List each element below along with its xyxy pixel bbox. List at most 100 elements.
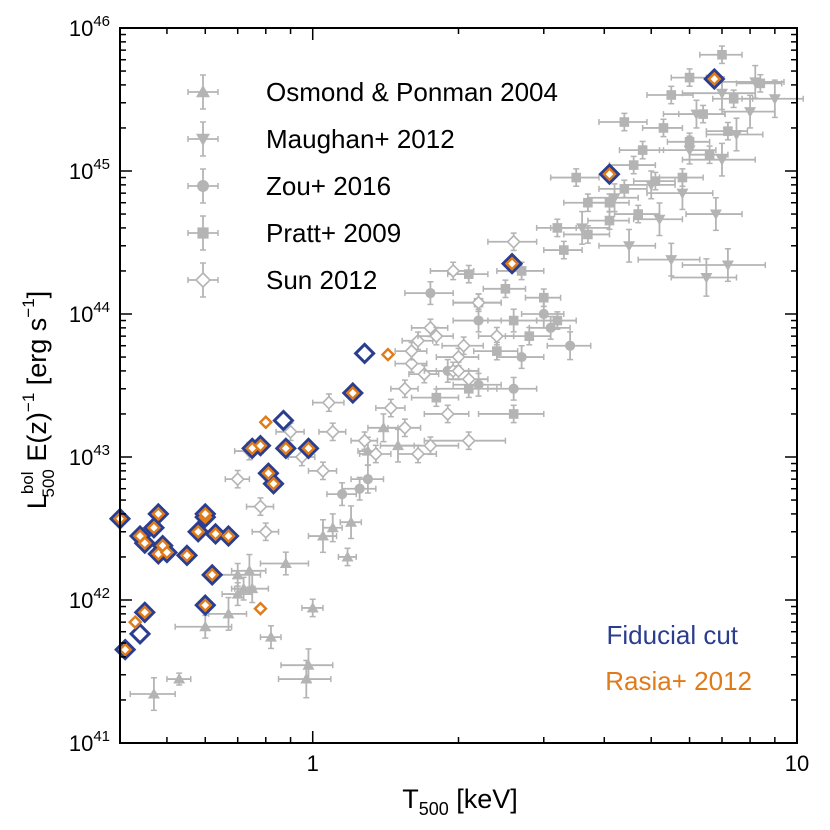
data-point — [723, 126, 733, 136]
y-axis-label: Lbol 500 E(z)−1 [erg s−1] — [18, 291, 58, 509]
series-4 — [224, 232, 538, 542]
data-point — [516, 266, 527, 276]
fiducial-point — [133, 601, 156, 624]
data-point — [345, 516, 358, 527]
data-point — [410, 333, 426, 348]
data-point — [730, 129, 743, 141]
data-point — [721, 260, 734, 272]
rasia-point — [137, 535, 152, 551]
data-point — [321, 395, 337, 410]
rasia-point — [198, 506, 213, 522]
data-point — [677, 172, 688, 183]
data-point — [538, 308, 549, 320]
data-point — [538, 292, 549, 303]
y-tick-label: 1045 — [69, 156, 110, 184]
data-point — [650, 176, 661, 186]
data-point — [283, 424, 298, 439]
data-point — [377, 421, 390, 433]
rasia-point — [380, 347, 396, 362]
rasia-point — [137, 605, 152, 620]
series-3 — [410, 45, 783, 424]
data-point — [698, 109, 708, 119]
rasia-point — [146, 520, 162, 535]
y-tick-label: 1044 — [69, 299, 110, 327]
data-point — [633, 209, 644, 219]
highlight-layer — [108, 67, 726, 661]
fiducial-point — [262, 472, 285, 495]
fiducial-point — [194, 594, 217, 617]
y-tick-label: 1042 — [69, 585, 110, 613]
data-point — [456, 338, 471, 353]
data-point — [676, 188, 689, 200]
rasia-point — [204, 567, 220, 583]
rasia-point — [190, 524, 206, 539]
legend-label: Pratt+ 2009 — [266, 218, 401, 248]
rasia-points — [112, 71, 722, 657]
fiducial-point — [142, 516, 166, 539]
legend-item: Sun 2012 — [187, 262, 377, 298]
data-point — [559, 245, 569, 255]
legend-label: Zou+ 2016 — [266, 171, 391, 201]
data-point — [500, 284, 511, 294]
annotation-fiducial-cut: Fiducial cut — [607, 620, 739, 650]
data-point — [315, 463, 331, 478]
rasia-point — [179, 548, 195, 563]
data-point — [684, 137, 695, 147]
data-point — [306, 601, 319, 613]
data-point — [768, 94, 781, 105]
fiducial-point — [187, 520, 210, 543]
rasia-point — [301, 441, 316, 456]
data-point — [709, 209, 722, 221]
data-point — [604, 215, 615, 226]
fiducial-point — [204, 522, 227, 545]
data-point — [665, 255, 678, 266]
data-point — [246, 582, 259, 594]
data-point — [461, 433, 476, 448]
data-point — [583, 197, 593, 208]
fiducial-point — [272, 409, 295, 432]
data-point — [354, 483, 365, 494]
data-point — [440, 406, 455, 422]
axes-layer: 1 10 1041 1042 1043 1044 1045 1046 — [69, 13, 809, 776]
annotation-layer: Fiducial cut Rasia+ 2012 — [605, 620, 752, 696]
rasia-point — [278, 441, 294, 456]
data-point — [231, 568, 244, 580]
data-point — [623, 241, 636, 252]
data-point — [666, 90, 677, 100]
x-tick-label: 10 — [785, 751, 809, 776]
data-point — [704, 149, 715, 160]
data-point — [429, 329, 444, 344]
data-point — [755, 78, 766, 89]
data-point — [583, 229, 593, 240]
labels-layer: T500 [keV] Lbol 500 E(z)−1 [erg s−1] — [18, 291, 518, 819]
data-point — [489, 329, 504, 344]
rasia-point — [504, 256, 520, 271]
data-point — [637, 145, 648, 155]
data-point — [243, 564, 256, 576]
legend-marker — [197, 180, 209, 192]
fiducial-point — [297, 437, 320, 460]
data-point — [658, 123, 669, 133]
data-point — [516, 351, 527, 363]
data-point — [653, 214, 666, 226]
data-point — [337, 489, 348, 500]
data-point — [508, 315, 519, 326]
data-point — [325, 424, 340, 439]
data-point — [173, 673, 186, 684]
rasia-point — [266, 476, 281, 491]
legend-marker — [196, 85, 210, 98]
rasia-point — [208, 526, 223, 542]
data-point — [524, 331, 535, 341]
data-point — [425, 288, 436, 299]
data-point — [431, 392, 442, 403]
data-point — [619, 117, 630, 127]
data-point — [341, 550, 354, 562]
fiducial-point — [500, 252, 524, 275]
data-point — [357, 433, 372, 448]
data-point — [451, 363, 466, 379]
data-point — [728, 93, 739, 104]
data-point — [264, 631, 277, 642]
data-point — [715, 88, 728, 100]
data-point — [473, 315, 484, 326]
